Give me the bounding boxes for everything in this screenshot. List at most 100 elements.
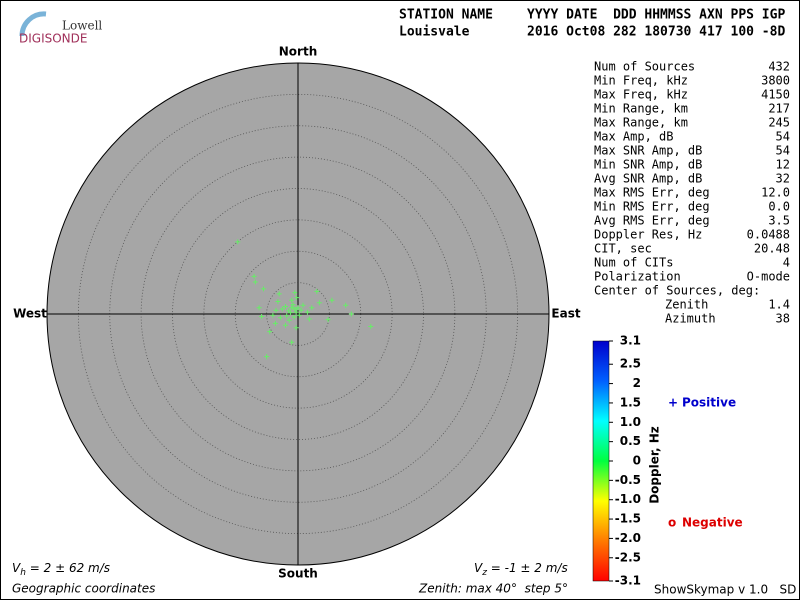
stat-value: 0.0488 — [747, 228, 790, 242]
stat-label: Min Freq, kHz — [594, 74, 688, 88]
source-point — [368, 324, 374, 330]
header-label: STATION NAME — [399, 8, 493, 23]
source-point — [295, 305, 301, 311]
center-value: 38 — [776, 312, 790, 326]
vz-text: = -1 ± 2 m/s — [487, 561, 568, 575]
source-point — [275, 298, 281, 304]
north-label: North — [279, 45, 317, 59]
vz-symbol: V — [474, 561, 483, 575]
stat-value: 4 — [783, 256, 790, 270]
source-point — [286, 317, 292, 323]
source-point — [277, 315, 283, 321]
source-point — [235, 239, 241, 245]
header-value: 2016 Oct08 282 180730 417 100 -8D — [527, 25, 785, 40]
source-point — [289, 339, 295, 345]
stat-label: Max Range, km — [594, 116, 688, 130]
stat-value: 432 — [768, 60, 790, 74]
vh-text: = 2 ± 62 m/s — [26, 561, 110, 575]
coords-note: Geographic coordinates — [12, 582, 155, 596]
vh-note: Vh = 2 ± 62 m/s — [12, 561, 110, 578]
colorbar-tick-label: -2.5 — [615, 550, 641, 564]
colorbar-tick-label: 1.0 — [620, 415, 641, 429]
stat-label: Max RMS Err, deg — [594, 186, 710, 200]
east-label: East — [551, 307, 580, 321]
stat-value: 245 — [768, 116, 790, 130]
source-point — [264, 354, 270, 360]
stat-label: Max SNR Amp, dB — [594, 144, 702, 158]
stat-value: 32 — [776, 172, 790, 186]
vz-note: Vz = -1 ± 2 m/s — [474, 561, 568, 578]
source-point — [287, 310, 293, 316]
stat-label: Avg SNR Amp, dB — [594, 172, 702, 186]
logo-bottom: DIGISONDE — [19, 32, 87, 46]
center-label: Zenith — [665, 298, 708, 312]
source-point — [289, 297, 295, 303]
source-point — [251, 273, 257, 279]
legend-positive-symbol: + — [668, 396, 678, 410]
source-point — [279, 306, 285, 312]
stat-label: Min SNR Amp, dB — [594, 158, 702, 172]
colorbar-tick-label: 0 — [633, 454, 641, 468]
vh-sub: h — [20, 568, 26, 578]
colorbar-tick-label: 2.5 — [620, 357, 641, 371]
source-point — [343, 302, 349, 308]
source-point — [256, 305, 262, 311]
source-point — [304, 309, 310, 315]
source-point — [348, 311, 354, 317]
vz-sub: z — [481, 568, 487, 578]
source-point — [325, 317, 331, 323]
logo-swoosh — [19, 11, 47, 37]
source-point — [270, 312, 276, 318]
source-point — [291, 314, 297, 320]
source-point — [276, 291, 282, 297]
vh-symbol: V — [12, 561, 21, 575]
colorbar — [592, 340, 610, 582]
stat-label: Num of CITs — [594, 256, 673, 270]
center-label: Azimuth — [665, 312, 716, 326]
source-point — [300, 302, 306, 308]
stat-label: Doppler Res, Hz — [594, 228, 702, 242]
stat-value: 54 — [776, 130, 790, 144]
logo-top: Lowell — [62, 19, 102, 33]
source-point — [282, 303, 288, 309]
stat-value: 20.48 — [754, 242, 790, 256]
source-point — [293, 325, 299, 331]
version: ShowSkymap v 1.0 SD v 5.1 — [654, 583, 800, 597]
stat-value: 217 — [768, 102, 790, 116]
source-point — [293, 309, 299, 315]
colorbar-tick-label: -0.5 — [615, 473, 641, 487]
stat-value: O-mode — [747, 270, 790, 284]
stat-value: 54 — [776, 144, 790, 158]
source-point — [252, 279, 258, 285]
source-point — [273, 307, 279, 313]
stat-value: 12 — [776, 158, 790, 172]
colorbar-tick-label: 2 — [633, 376, 641, 390]
stat-label: Avg RMS Err, deg — [594, 214, 710, 228]
colorbar-tick-label: 3.1 — [620, 334, 641, 348]
stat-label: Max Amp, dB — [594, 130, 673, 144]
source-point — [259, 314, 265, 320]
plot — [46, 62, 550, 566]
source-point — [314, 288, 320, 294]
source-point — [284, 313, 290, 319]
legend-negative: Negative — [682, 516, 743, 530]
stat-label: Num of Sources — [594, 60, 695, 74]
header-value: Louisvale — [399, 25, 470, 40]
colorbar-tick-label: -1.0 — [615, 492, 641, 506]
colorbar-tick-label: 1.5 — [620, 395, 641, 409]
stat-label: Max Freq, kHz — [594, 88, 688, 102]
colorbar-tick-label: -2.0 — [615, 531, 641, 545]
source-point — [296, 312, 302, 318]
colorbar-label: Doppler, Hz — [648, 426, 662, 504]
source-point — [290, 302, 296, 308]
source-point — [267, 329, 273, 335]
source-point — [292, 290, 298, 296]
stat-value: 0.0 — [768, 200, 790, 214]
colorbar-tick-label: -3.1 — [615, 574, 641, 588]
source-point — [272, 320, 278, 326]
zenith-note: Zenith: max 40° step 5° — [418, 582, 568, 596]
stat-label: CIT, sec — [594, 242, 652, 256]
stat-label: Min Range, km — [594, 102, 688, 116]
legend-negative-symbol: o — [668, 516, 676, 530]
